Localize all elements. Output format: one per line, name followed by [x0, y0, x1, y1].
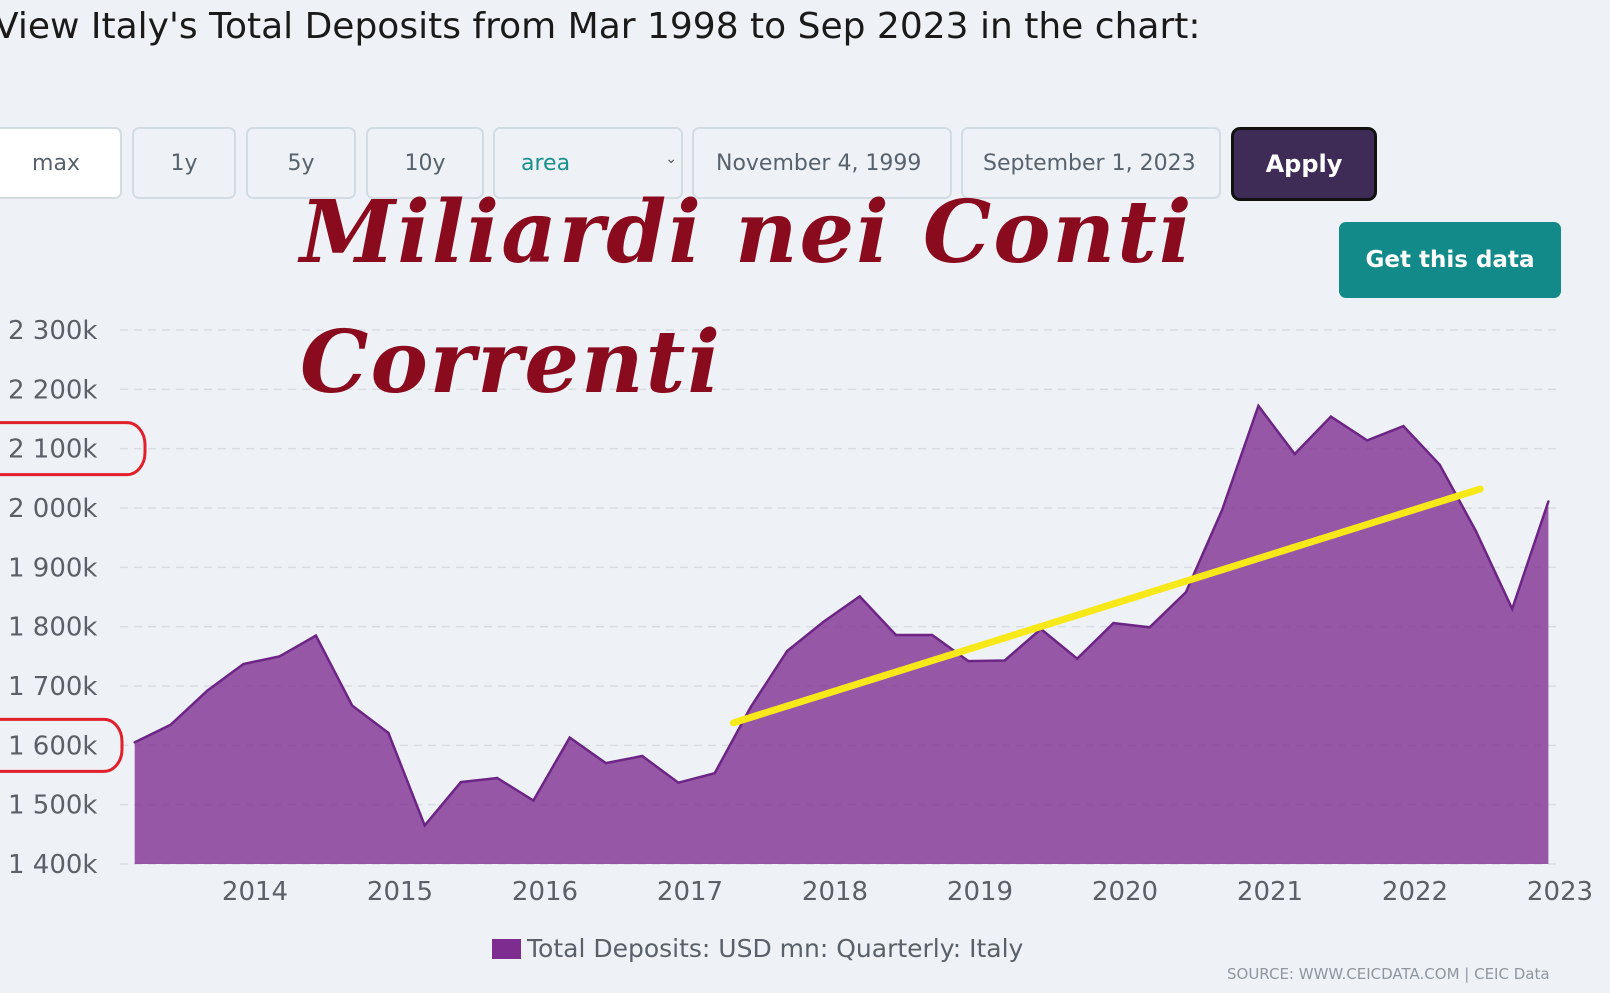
data-point — [1474, 529, 1478, 533]
apply-button[interactable]: Apply — [1231, 127, 1377, 201]
area-fill — [134, 405, 1549, 864]
data-point — [894, 633, 898, 637]
overlay-text-line2: Correnti — [300, 312, 723, 413]
data-point — [930, 633, 934, 637]
data-point — [1003, 659, 1006, 662]
data-point — [242, 662, 245, 666]
range-1y-button[interactable]: 1y — [132, 127, 236, 199]
data-point — [1510, 607, 1514, 611]
y-tick-label: 2 200k — [8, 375, 98, 405]
x-tick-label: 2021 — [1237, 877, 1303, 907]
data-point — [1257, 404, 1260, 408]
data-point — [1112, 621, 1115, 625]
data-point — [677, 781, 680, 784]
data-point — [133, 741, 136, 744]
y-tick-label: 1 900k — [8, 553, 98, 583]
data-point — [1365, 439, 1369, 442]
date-to-field[interactable]: September 1, 2023 — [961, 127, 1221, 199]
data-point — [604, 761, 608, 765]
range-10y-button[interactable]: 10y — [366, 127, 484, 199]
data-point — [423, 824, 426, 827]
y-tick-label: 2 300k — [8, 316, 98, 346]
data-point — [387, 731, 390, 735]
data-point — [169, 723, 173, 726]
x-tick-label: 2018 — [802, 877, 868, 907]
data-point — [1075, 657, 1079, 660]
data-point — [713, 772, 716, 775]
data-point — [568, 736, 571, 739]
data-point — [278, 655, 281, 658]
trend-line — [730, 485, 1484, 727]
data-point — [314, 634, 318, 637]
source-credit: SOURCE: WWW.CEICDATA.COM | CEIC Data — [1227, 965, 1550, 983]
data-point — [1547, 500, 1550, 503]
chevron-down-icon: ⌄ — [665, 151, 677, 167]
overlay-text-line1: Miliardi nei Conti — [300, 182, 1194, 283]
y-tick-label: 2 100k — [8, 435, 98, 465]
y-tick-label: 1 400k — [8, 850, 98, 880]
x-tick-label: 2022 — [1382, 877, 1448, 907]
chart-legend[interactable]: Total Deposits: USD mn: Quarterly: Italy — [492, 934, 1023, 963]
data-point — [858, 595, 861, 598]
y-tick-label: 1 600k — [8, 731, 98, 761]
data-point — [350, 704, 354, 707]
data-point — [1438, 463, 1441, 466]
data-point — [785, 649, 789, 653]
data-point — [1184, 591, 1188, 594]
x-tick-label: 2020 — [1092, 877, 1158, 907]
x-tick-label: 2019 — [947, 877, 1013, 907]
data-point — [1220, 508, 1224, 511]
y-tick-label: 1 800k — [8, 613, 98, 643]
data-point — [1293, 452, 1296, 456]
y-tick-label: 2 000k — [8, 494, 98, 524]
chart-type-select[interactable]: area ⌄ — [493, 127, 683, 199]
range-5y-button[interactable]: 5y — [246, 127, 356, 199]
x-tick-label: 2023 — [1527, 877, 1593, 907]
chart-type-value: area — [521, 150, 571, 176]
data-point — [1402, 424, 1405, 428]
data-point — [205, 689, 209, 692]
data-point — [967, 659, 970, 663]
data-point — [640, 754, 644, 758]
date-from-field[interactable]: November 4, 1999 — [692, 127, 952, 199]
y-tick-label: 1 700k — [8, 672, 98, 702]
data-point — [1148, 626, 1151, 629]
data-point — [532, 799, 535, 802]
x-tick-label: 2017 — [657, 877, 723, 907]
x-tick-label: 2015 — [367, 877, 433, 907]
data-point — [495, 776, 499, 780]
highlight-circle — [0, 421, 147, 477]
data-point — [749, 705, 753, 708]
data-point — [822, 620, 825, 624]
x-tick-label: 2016 — [512, 877, 578, 907]
highlight-circle — [0, 717, 124, 773]
get-this-data-button[interactable]: Get this data — [1339, 222, 1561, 298]
x-tick-label: 2014 — [222, 877, 288, 907]
data-point — [459, 780, 463, 784]
page-heading: View Italy's Total Deposits from Mar 199… — [0, 6, 1201, 47]
legend-label: Total Deposits: USD mn: Quarterly: Italy — [527, 934, 1024, 963]
data-point — [1329, 415, 1333, 418]
range-max-button[interactable]: max — [0, 127, 122, 199]
legend-swatch — [492, 938, 521, 959]
area-line — [134, 403, 1550, 828]
y-tick-label: 1 500k — [8, 791, 98, 821]
